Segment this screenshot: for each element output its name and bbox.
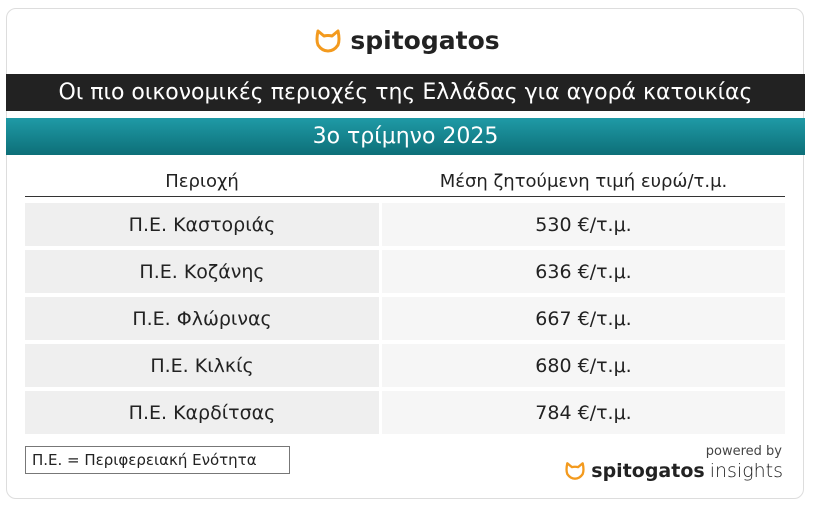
logo: spitogatos (0, 26, 814, 55)
region-cell: Π.Ε. Φλώρινας (25, 297, 379, 340)
brand: spitogatos insights (564, 460, 783, 482)
region-cell: Π.Ε. Κιλκίς (25, 344, 379, 387)
logo-text: spitogatos (350, 26, 500, 55)
brand-name: spitogatos (591, 460, 705, 482)
column-header: Μέση ζητούμενη τιμή ευρώ/τ.μ. (439, 170, 728, 192)
region-cell: Π.Ε. Καστοριάς (25, 203, 379, 246)
price-cell: 667 €/τ.μ. (382, 297, 785, 340)
price-cell: 636 €/τ.μ. (382, 250, 785, 293)
header-rule (25, 196, 785, 197)
powered-by: powered by (705, 444, 782, 459)
card (6, 8, 804, 499)
region-cell: Π.Ε. Καρδίτσας (25, 391, 379, 434)
price-cell: 680 €/τ.μ. (382, 344, 785, 387)
price-cell: 530 €/τ.μ. (382, 203, 785, 246)
cat-icon (315, 29, 341, 52)
column-header: Περιοχή (165, 170, 239, 192)
cat-icon (565, 462, 585, 480)
brand-suffix: insights (709, 460, 783, 482)
footnote: Π.Ε. = Περιφερειακή Ενότητα (25, 446, 290, 474)
title: Οι πιο οικονομικές περιοχές της Ελλάδας … (6, 74, 805, 111)
price-cell: 784 €/τ.μ. (382, 391, 785, 434)
region-cell: Π.Ε. Κοζάνης (25, 250, 379, 293)
subtitle: 3ο τρίμηνο 2025 (6, 118, 805, 155)
